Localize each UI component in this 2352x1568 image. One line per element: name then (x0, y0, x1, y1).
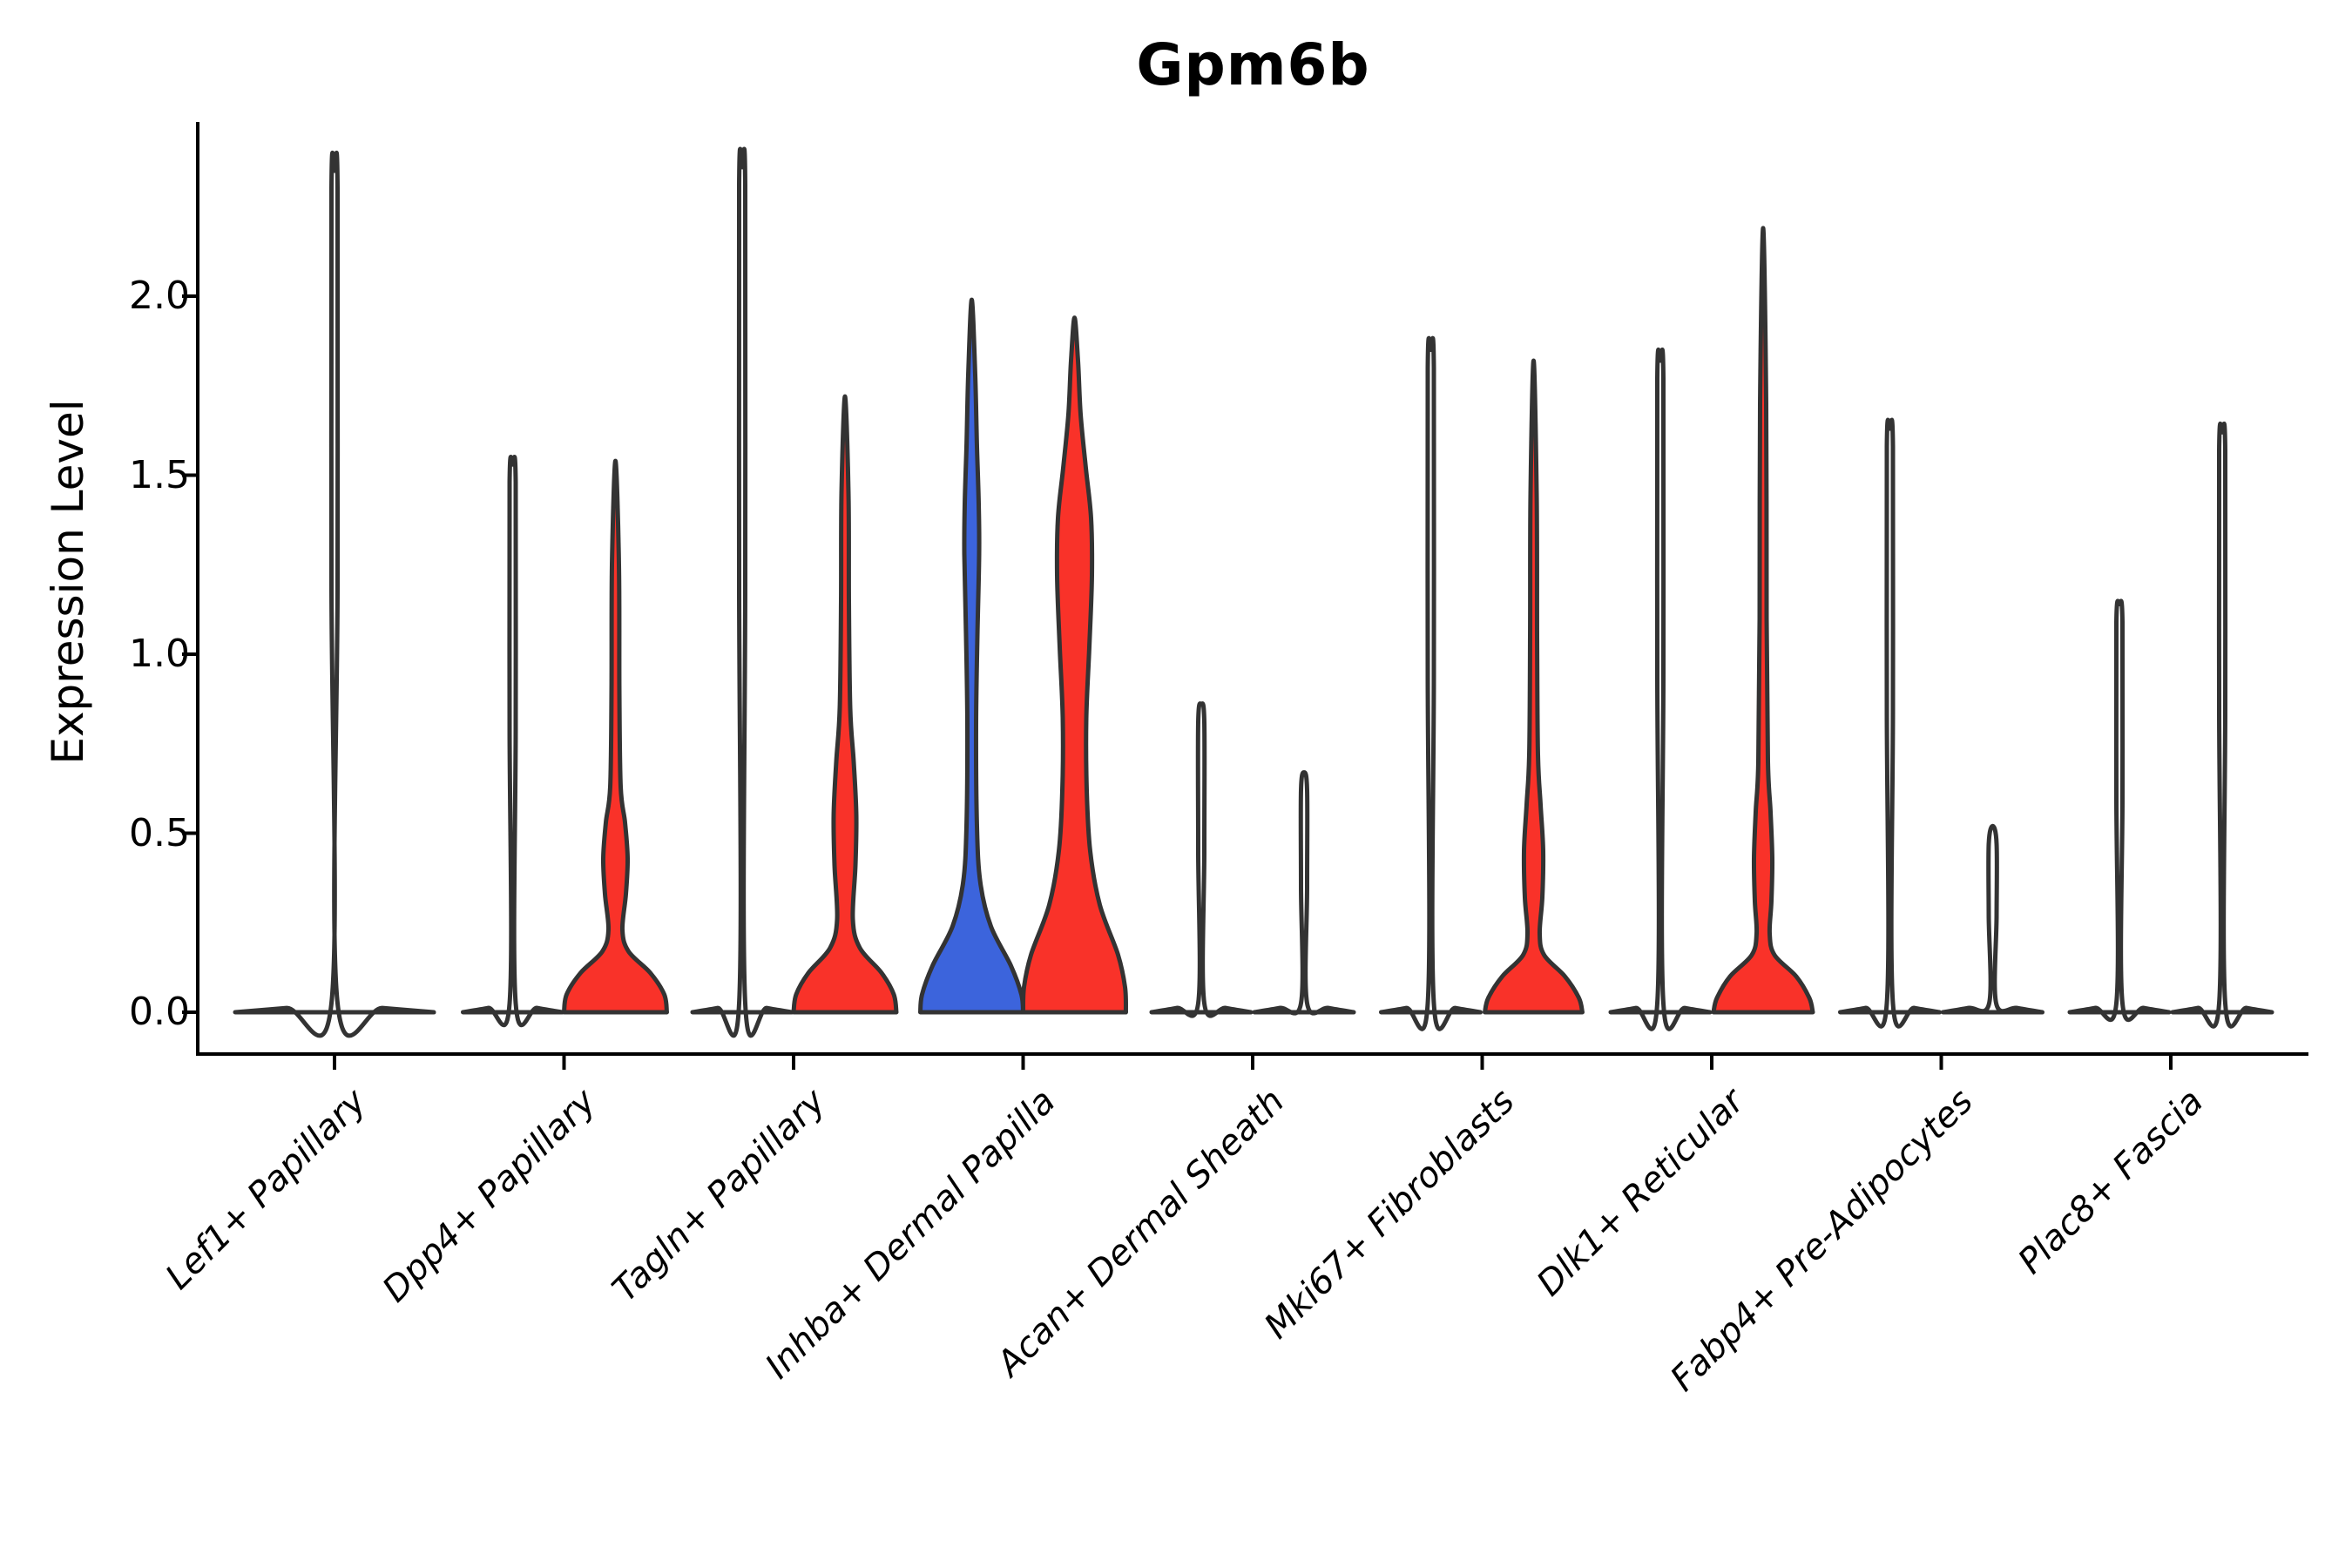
violin-fabp4-right (1941, 823, 2044, 1015)
y-tick-label: 2.0 (129, 274, 190, 318)
violin-fabp4-left (1838, 417, 1942, 1029)
violin-acan-left (1149, 701, 1254, 1018)
violin-lef1-center (233, 150, 436, 1038)
violin-dlk1-right (1711, 226, 1815, 1015)
violin-dpp4-left (461, 455, 564, 1028)
violin-inhba-left (918, 297, 1025, 1015)
violin-tagln-right (791, 394, 899, 1015)
violin-tagln-left (690, 146, 794, 1038)
violin-mki67-right (1483, 358, 1585, 1015)
chart-title: Gpm6b (1136, 31, 1370, 98)
violin-dlk1-left (1608, 348, 1713, 1031)
violin-plac8-left (2067, 598, 2172, 1023)
y-axis-label: Expression Level (43, 399, 93, 765)
y-tick-label: 0.0 (129, 990, 190, 1034)
y-tick-label: 1.0 (129, 632, 190, 676)
y-tick-label: 0.5 (129, 810, 190, 855)
violin-acan-right (1252, 770, 1356, 1016)
violin-plac8-right (2170, 422, 2274, 1029)
violin-dpp4-right (562, 458, 669, 1015)
violin-mki67-left (1379, 335, 1483, 1031)
violin-inhba-right (1021, 315, 1128, 1015)
y-tick-label: 1.5 (129, 452, 190, 497)
